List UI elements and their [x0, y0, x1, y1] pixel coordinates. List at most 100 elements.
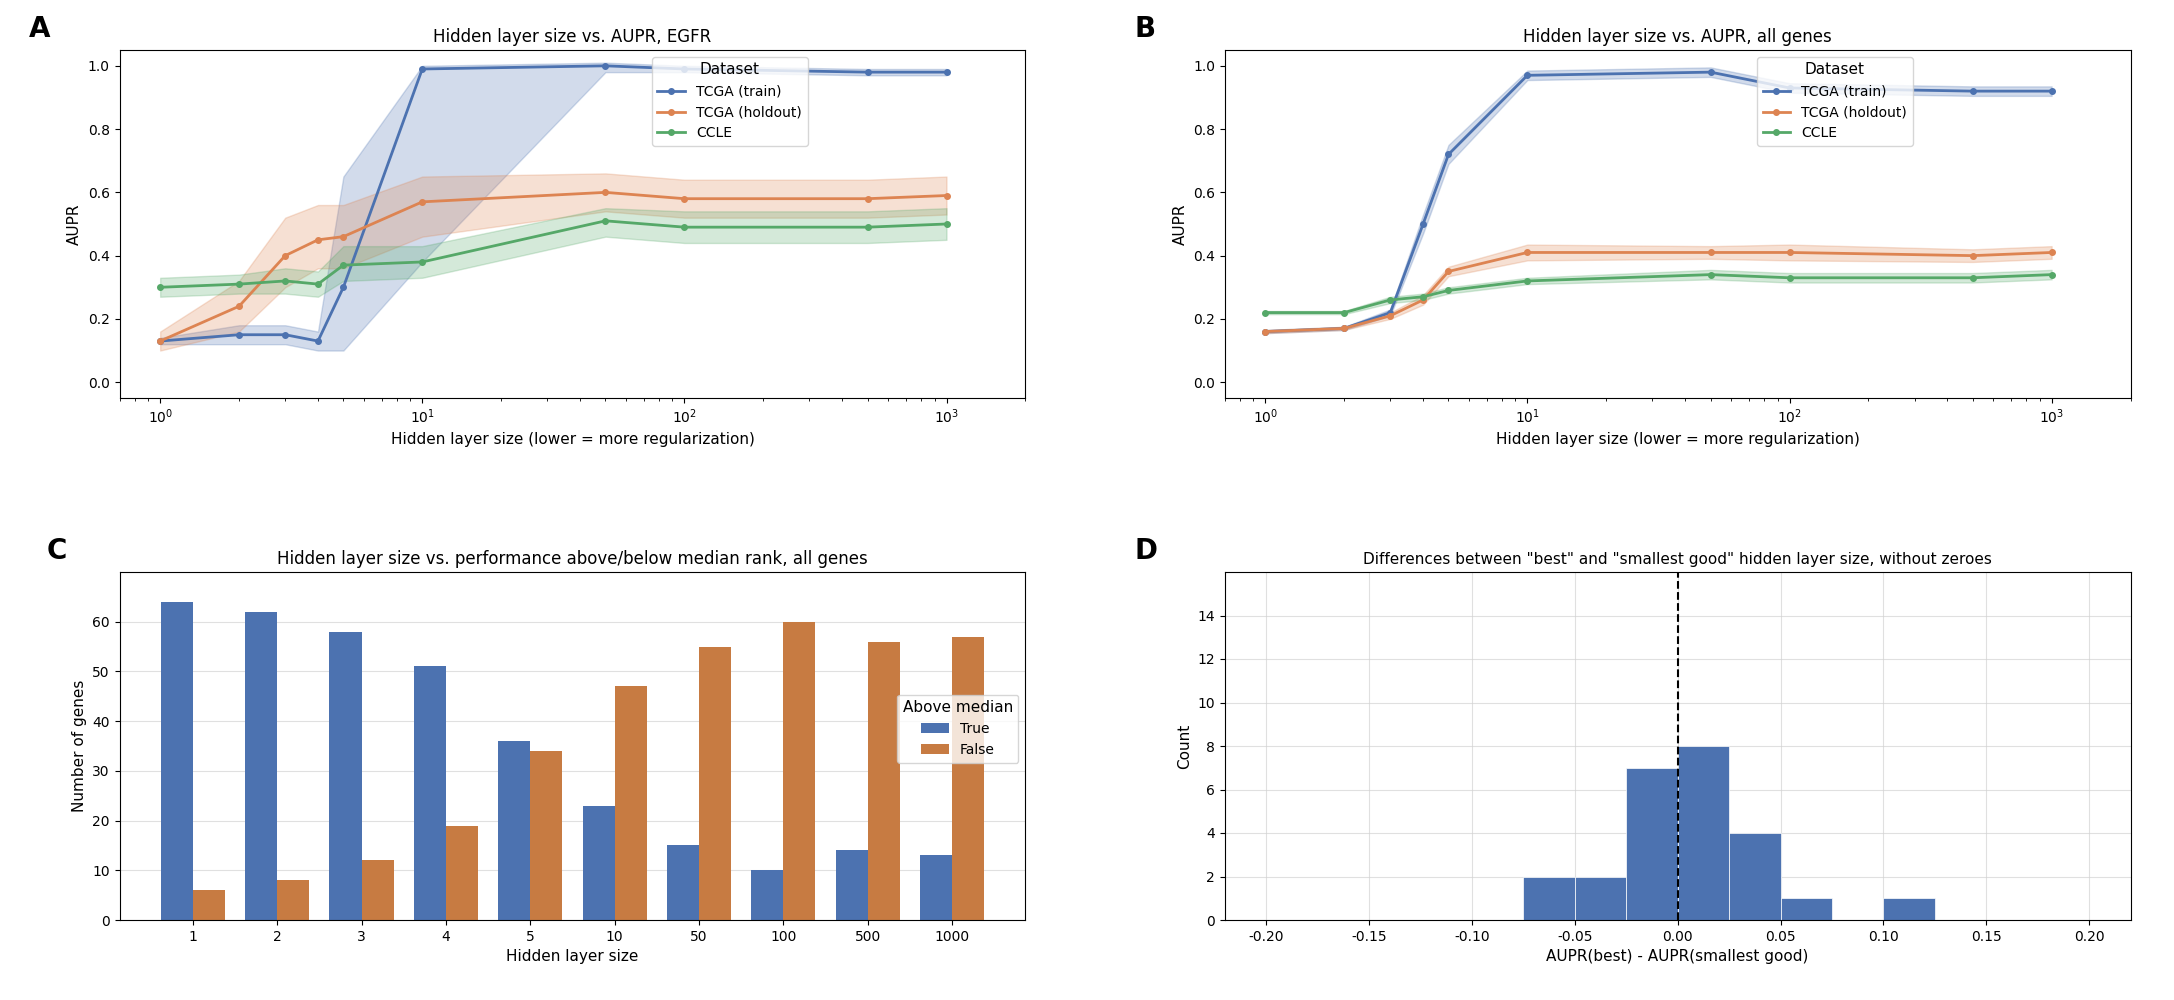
TCGA (holdout) [933, 190, 959, 202]
CCLE [226, 278, 252, 290]
CCLE [1330, 307, 1357, 319]
X-axis label: Hidden layer size (lower = more regularization): Hidden layer size (lower = more regulari… [391, 432, 754, 447]
CCLE [672, 221, 698, 233]
TCGA (holdout) [1515, 246, 1541, 258]
TCGA (train) [1959, 85, 1985, 97]
TCGA (holdout) [409, 196, 435, 208]
TCGA (train) [854, 66, 880, 78]
TCGA (train) [1776, 82, 1802, 94]
CCLE [1776, 272, 1802, 284]
Legend: TCGA (train), TCGA (holdout), CCLE: TCGA (train), TCGA (holdout), CCLE [1757, 57, 1913, 146]
TCGA (train) [672, 63, 698, 75]
CCLE [1378, 294, 1404, 306]
Bar [752, 870, 783, 920]
Bar [700, 647, 730, 920]
Bar [276, 880, 309, 920]
Bar [446, 826, 478, 920]
TCGA (train) [1252, 326, 1278, 338]
TCGA (holdout) [854, 193, 880, 205]
Y-axis label: Count: Count [1176, 723, 1191, 769]
Title: Differences between "best" and "smallest good" hidden layer size, without zeroes: Differences between "best" and "smallest… [1363, 552, 1991, 567]
X-axis label: Hidden layer size (lower = more regularization): Hidden layer size (lower = more regulari… [1496, 432, 1859, 447]
CCLE [272, 275, 298, 287]
Text: B: B [1135, 15, 1154, 43]
CCLE [2039, 269, 2065, 281]
Bar [1626, 768, 1678, 920]
TCGA (holdout) [1378, 310, 1404, 322]
Bar [1883, 898, 1935, 920]
CCLE [1959, 272, 1985, 284]
Bar [667, 845, 700, 920]
Y-axis label: AUPR: AUPR [67, 203, 83, 245]
Bar [1524, 876, 1574, 920]
Line: CCLE: CCLE [1263, 272, 2054, 315]
TCGA (train) [2039, 85, 2065, 97]
CCLE [1252, 307, 1278, 319]
X-axis label: AUPR(best) - AUPR(smallest good): AUPR(best) - AUPR(smallest good) [1546, 949, 1809, 964]
TCGA (train) [594, 60, 620, 72]
CCLE [1698, 269, 1724, 281]
TCGA (holdout) [272, 250, 298, 262]
TCGA (train) [148, 335, 174, 347]
Bar [1574, 876, 1626, 920]
TCGA (train) [272, 329, 298, 341]
Bar [361, 860, 393, 920]
CCLE [1435, 284, 1461, 296]
Text: D: D [1135, 537, 1157, 565]
CCLE [933, 218, 959, 230]
TCGA (holdout) [594, 186, 620, 198]
Line: TCGA (train): TCGA (train) [1263, 69, 2054, 334]
Line: CCLE: CCLE [157, 218, 950, 290]
TCGA (train) [1330, 322, 1357, 334]
TCGA (holdout) [226, 300, 252, 312]
Bar [1781, 898, 1833, 920]
Bar [867, 642, 900, 920]
CCLE [148, 281, 174, 293]
Text: A: A [28, 15, 50, 43]
TCGA (holdout) [1776, 246, 1802, 258]
TCGA (holdout) [330, 231, 357, 243]
Line: TCGA (holdout): TCGA (holdout) [1263, 250, 2054, 334]
TCGA (holdout) [1411, 294, 1437, 306]
Bar [583, 806, 615, 920]
TCGA (holdout) [1330, 322, 1357, 334]
TCGA (holdout) [148, 335, 174, 347]
CCLE [409, 256, 435, 268]
TCGA (holdout) [672, 193, 698, 205]
TCGA (holdout) [2039, 246, 2065, 258]
TCGA (holdout) [304, 234, 330, 246]
TCGA (holdout) [1435, 265, 1461, 277]
Bar [920, 855, 952, 920]
Bar [952, 637, 985, 920]
Legend: TCGA (train), TCGA (holdout), CCLE: TCGA (train), TCGA (holdout), CCLE [652, 57, 809, 146]
X-axis label: Hidden layer size: Hidden layer size [507, 949, 639, 964]
Y-axis label: Number of genes: Number of genes [72, 680, 87, 812]
Bar [161, 602, 193, 920]
CCLE [330, 259, 357, 271]
Bar [330, 632, 361, 920]
Bar [498, 741, 530, 920]
TCGA (train) [1411, 218, 1437, 230]
CCLE [594, 215, 620, 227]
TCGA (holdout) [1252, 326, 1278, 338]
Legend: True, False: True, False [898, 695, 1017, 763]
Y-axis label: AUPR: AUPR [1172, 203, 1187, 245]
Line: TCGA (train): TCGA (train) [157, 63, 950, 344]
Bar [246, 612, 276, 920]
Bar [783, 622, 815, 920]
TCGA (train) [330, 281, 357, 293]
TCGA (train) [1515, 69, 1541, 81]
TCGA (holdout) [1698, 246, 1724, 258]
Line: TCGA (holdout): TCGA (holdout) [157, 190, 950, 344]
Bar [1678, 746, 1728, 920]
Bar [193, 890, 224, 920]
TCGA (train) [1698, 66, 1724, 78]
Title: Hidden layer size vs. AUPR, all genes: Hidden layer size vs. AUPR, all genes [1524, 28, 1833, 46]
CCLE [304, 278, 330, 290]
Bar [530, 751, 563, 920]
TCGA (train) [933, 66, 959, 78]
CCLE [854, 221, 880, 233]
Text: C: C [48, 537, 67, 565]
TCGA (train) [1378, 307, 1404, 319]
TCGA (train) [1435, 148, 1461, 160]
